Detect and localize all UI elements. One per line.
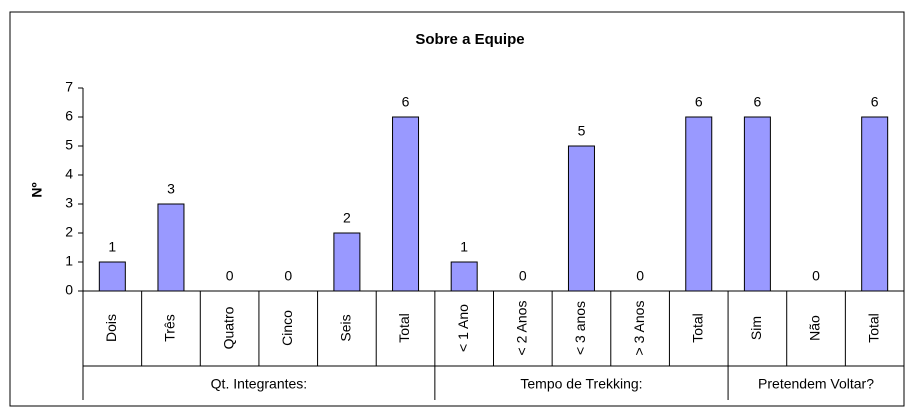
bar [157, 203, 185, 292]
bar [392, 116, 420, 292]
y-tick-label: 5 [65, 137, 73, 153]
data-label: 6 [402, 94, 410, 110]
data-label: 6 [871, 94, 879, 110]
group-label: Tempo de Trekking: [520, 376, 642, 392]
data-label: 2 [343, 210, 351, 226]
y-tick-label: 1 [65, 253, 73, 269]
bar [98, 261, 126, 292]
bar [333, 232, 361, 292]
data-label: 0 [519, 268, 527, 284]
x-tick-label: Quatro [220, 306, 236, 349]
x-tick-label: Total [865, 313, 881, 343]
x-tick-label: Três [162, 314, 178, 341]
data-label: 1 [460, 239, 468, 255]
x-tick-label: Dois [103, 314, 119, 342]
y-tick-label: 4 [65, 166, 73, 182]
x-tick-label: Não [807, 315, 823, 341]
y-tick-label: 0 [65, 282, 73, 298]
group-label: Qt. Integrantes: [211, 376, 308, 392]
x-tick-label: > 3 Anos [631, 301, 647, 356]
bar [450, 261, 478, 292]
bar [743, 116, 771, 292]
x-tick-label: < 2 Anos [514, 301, 530, 356]
chart-title: Sobre a Equipe [415, 31, 524, 48]
bar [861, 116, 889, 292]
x-tick-label: Total [396, 313, 412, 343]
data-label: 3 [167, 181, 175, 197]
y-axis-label: Nº [29, 182, 45, 197]
data-label: 0 [284, 268, 292, 284]
data-label: 6 [753, 94, 761, 110]
data-label: 5 [578, 123, 586, 139]
bar [567, 145, 595, 292]
group-label: Pretendem Voltar? [758, 376, 874, 392]
x-tick-label: < 1 Ano [455, 304, 471, 352]
data-label: 1 [108, 239, 116, 255]
data-label: 6 [695, 94, 703, 110]
data-label: 0 [812, 268, 820, 284]
data-label: 0 [636, 268, 644, 284]
x-tick-label: Cinco [279, 310, 295, 346]
x-tick-label: Total [689, 313, 705, 343]
y-tick-label: 7 [65, 79, 73, 95]
x-tick-label: Sim [748, 316, 764, 340]
data-label: 0 [226, 268, 234, 284]
bar [685, 116, 713, 292]
y-tick-label: 2 [65, 224, 73, 240]
x-tick-label: < 3 anos [572, 301, 588, 355]
x-tick-label: Seis [338, 314, 354, 341]
y-tick-label: 6 [65, 108, 73, 124]
y-tick-label: 3 [65, 195, 73, 211]
